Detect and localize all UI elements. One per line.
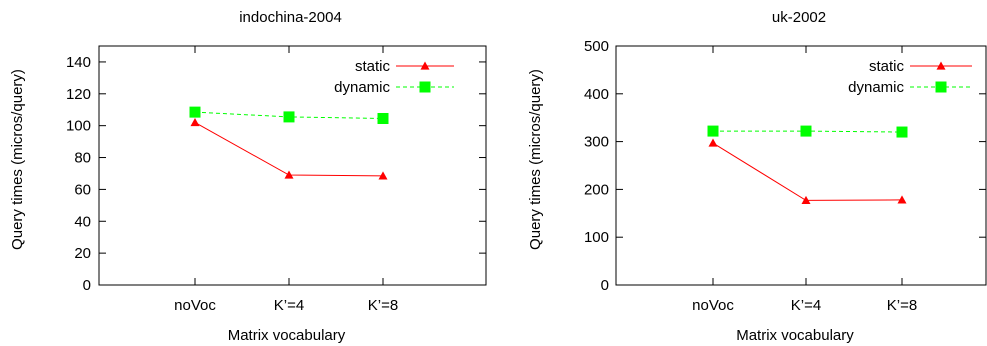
data-point-dynamic	[800, 125, 812, 137]
data-point-dynamic	[283, 111, 295, 123]
y-tick-label: 0	[601, 277, 609, 294]
x-axis-label: Matrix vocabulary	[228, 327, 346, 344]
legend-label-dynamic: dynamic	[848, 79, 904, 96]
y-tick-label: 80	[74, 150, 91, 167]
y-tick-label: 140	[66, 54, 91, 71]
chart-title: indochina-2004	[239, 9, 342, 26]
chart-panel-uk-2002: uk-2002 Matrix vocabulary Query times (mic…	[527, 9, 987, 344]
y-axis-label: Query times (micros/query)	[9, 69, 26, 250]
y-tick-label: 300	[584, 134, 609, 151]
legend-marker-dynamic	[935, 81, 947, 93]
data-point-static	[708, 138, 718, 147]
x-tick-label: noVoc	[692, 297, 734, 314]
data-point-dynamic	[377, 112, 389, 124]
series-line-static	[712, 142, 903, 201]
y-tick-label: 100	[584, 229, 609, 246]
y-tick-label: 60	[74, 181, 91, 198]
y-tick-label: 500	[584, 38, 609, 55]
x-tick-label: K’=8	[887, 297, 917, 314]
data-point-static	[378, 171, 388, 180]
legend-marker-static	[420, 61, 430, 70]
plot-frame	[98, 45, 487, 286]
x-tick-label: K’=8	[368, 297, 398, 314]
data-point-static	[190, 117, 200, 127]
data-point-static	[284, 170, 294, 179]
legend-marker-static	[936, 61, 946, 70]
y-tick-label: 40	[74, 213, 91, 230]
y-tick-label: 0	[83, 277, 91, 294]
y-tick-label: 120	[66, 86, 91, 103]
series-line-static	[194, 122, 384, 177]
x-tick-label: K’=4	[791, 297, 821, 314]
y-axis-label: Query times (micros/query)	[527, 69, 544, 250]
data-point-dynamic	[896, 126, 908, 138]
chart-panel-indochina-2004: indochina-2004 Matrix vocabulary Query tim…	[9, 9, 487, 344]
x-tick-label: noVoc	[174, 297, 216, 314]
y-tick-label: 20	[74, 245, 91, 262]
data-point-static	[801, 195, 811, 204]
y-tick-label: 100	[66, 118, 91, 135]
chart-title: uk-2002	[772, 9, 826, 26]
plot-frame	[615, 45, 987, 286]
legend-marker-dynamic	[419, 81, 431, 93]
data-point-static	[897, 195, 907, 204]
data-point-dynamic	[189, 106, 201, 118]
y-tick-label: 400	[584, 86, 609, 103]
x-tick-label: K’=4	[274, 297, 304, 314]
legend-label-dynamic: dynamic	[334, 79, 390, 96]
data-point-dynamic	[707, 125, 719, 137]
legend-label-static: static	[355, 58, 391, 75]
legend-label-static: static	[869, 58, 905, 75]
y-tick-label: 200	[584, 181, 609, 198]
x-axis-label: Matrix vocabulary	[736, 327, 854, 344]
